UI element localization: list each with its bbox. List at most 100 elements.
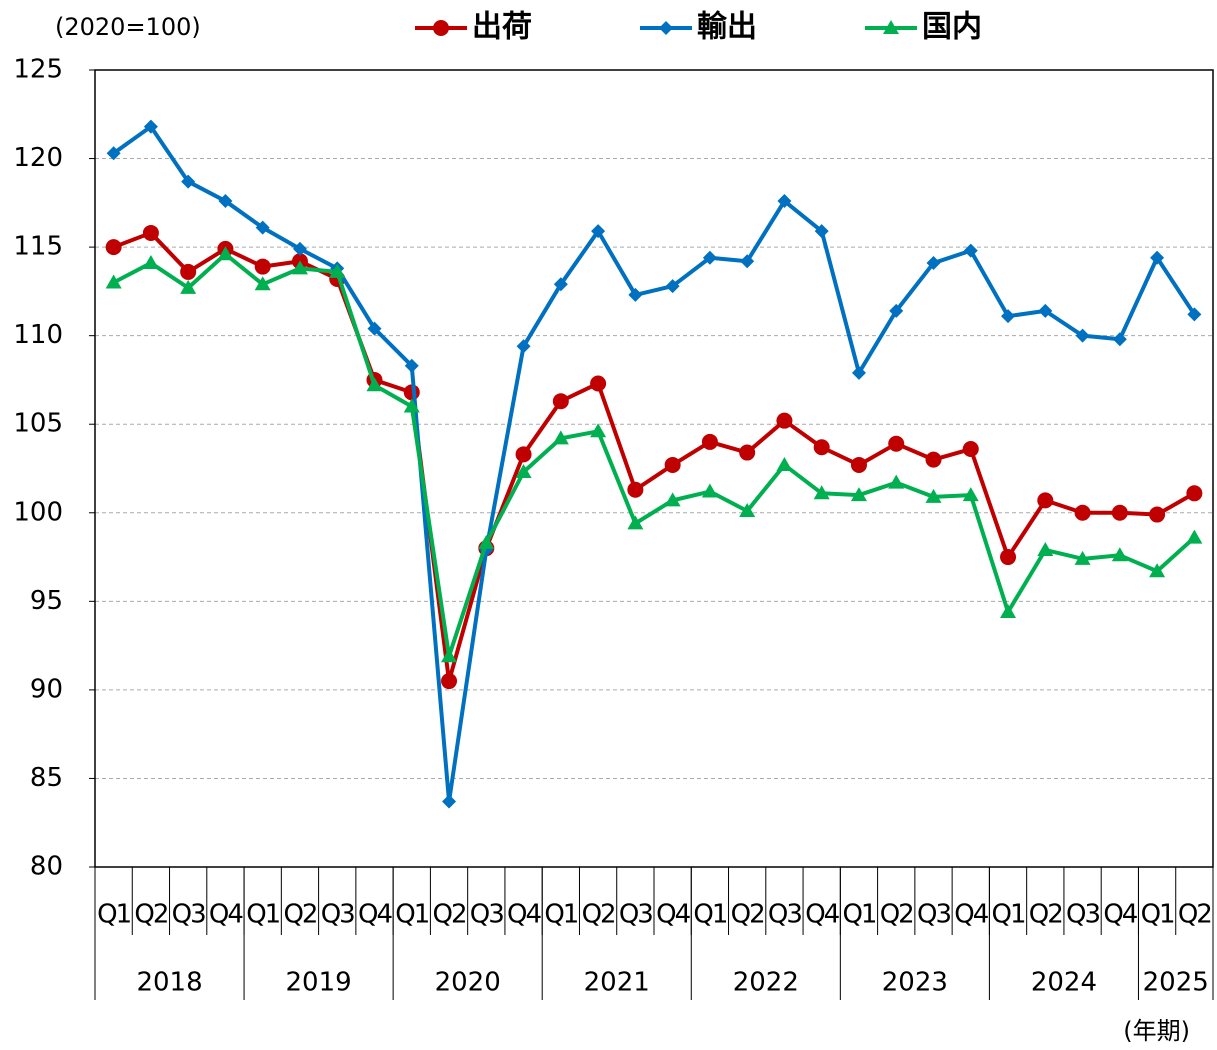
x-tick-label: Q3 xyxy=(619,900,652,930)
marker xyxy=(740,254,755,269)
marker xyxy=(1112,332,1127,347)
x-tick-label: Q3 xyxy=(321,900,354,930)
marker xyxy=(813,439,830,456)
year-label: 2022 xyxy=(733,968,799,998)
marker xyxy=(1187,307,1202,322)
marker xyxy=(659,21,673,35)
marker xyxy=(1075,328,1090,343)
x-tick-label: Q2 xyxy=(582,900,615,930)
marker xyxy=(590,423,607,438)
marker xyxy=(366,377,383,392)
marker xyxy=(701,433,718,450)
x-tick-label: Q4 xyxy=(209,900,243,930)
marker xyxy=(1150,250,1165,265)
marker xyxy=(777,194,792,209)
year-label: 2021 xyxy=(584,968,650,998)
x-tick-label: Q3 xyxy=(1066,900,1099,930)
marker xyxy=(516,339,531,354)
marker xyxy=(180,279,197,294)
marker xyxy=(218,194,233,209)
year-label: 2024 xyxy=(1031,968,1097,998)
marker xyxy=(664,492,681,507)
y-tick-label: 115 xyxy=(13,232,63,262)
y-tick-label: 90 xyxy=(30,674,63,704)
marker xyxy=(433,20,449,36)
marker xyxy=(105,239,122,256)
marker xyxy=(1038,303,1053,318)
year-label: 2018 xyxy=(136,968,202,998)
x-tick-label: Q4 xyxy=(805,900,839,930)
marker xyxy=(776,456,793,471)
marker xyxy=(291,260,308,275)
y-tick-label: 80 xyxy=(30,852,63,882)
marker xyxy=(702,250,717,265)
x-tick-label: Q1 xyxy=(693,900,726,930)
marker xyxy=(552,393,569,410)
x-tick-label: Q2 xyxy=(134,900,167,930)
year-label: 2023 xyxy=(882,968,948,998)
marker xyxy=(217,246,234,261)
series-line xyxy=(112,252,1196,659)
marker xyxy=(1186,485,1203,502)
x-tick-label: Q3 xyxy=(172,900,205,930)
marker xyxy=(143,119,158,134)
x-tick-label: Q1 xyxy=(842,900,875,930)
y-tick-label: 105 xyxy=(13,409,63,439)
marker xyxy=(105,274,122,289)
marker xyxy=(404,358,419,373)
x-tick-label: Q3 xyxy=(768,900,801,930)
y-unit-label: (2020=100) xyxy=(55,13,201,41)
year-label: 2019 xyxy=(286,968,352,998)
x-tick-label: Q4 xyxy=(1103,900,1137,930)
marker xyxy=(1074,504,1091,521)
marker xyxy=(1149,506,1166,523)
marker xyxy=(850,456,867,473)
x-tick-label: Q4 xyxy=(656,900,690,930)
marker xyxy=(478,534,495,549)
marker xyxy=(552,430,569,445)
marker xyxy=(590,375,607,392)
marker xyxy=(1149,563,1166,578)
marker xyxy=(776,412,793,429)
year-label: 2020 xyxy=(435,968,501,998)
x-tick-label: Q2 xyxy=(433,900,466,930)
marker xyxy=(628,287,643,302)
marker xyxy=(441,648,458,663)
marker xyxy=(1037,541,1054,556)
marker xyxy=(926,256,941,271)
marker xyxy=(1000,549,1017,566)
marker xyxy=(180,263,197,280)
x-tick-label: Q1 xyxy=(1141,900,1174,930)
marker xyxy=(963,243,978,258)
series-line xyxy=(112,230,1196,684)
marker xyxy=(441,673,458,690)
x-tick-label: Q4 xyxy=(358,900,392,930)
marker xyxy=(442,794,457,809)
marker xyxy=(888,435,905,452)
marker xyxy=(181,174,196,189)
x-tick-label: Q2 xyxy=(1029,900,1062,930)
marker xyxy=(851,365,866,380)
marker xyxy=(254,258,271,275)
marker xyxy=(883,20,899,34)
y-tick-label: 110 xyxy=(13,320,63,350)
x-tick-label: Q1 xyxy=(395,900,428,930)
marker xyxy=(664,456,681,473)
y-tick-label: 95 xyxy=(30,586,63,616)
x-tick-label: Q1 xyxy=(992,900,1025,930)
marker xyxy=(142,255,159,270)
marker xyxy=(515,464,532,479)
marker xyxy=(142,224,159,241)
legend-label: 輸出 xyxy=(697,10,757,45)
marker xyxy=(889,303,904,318)
x-tick-label: Q1 xyxy=(544,900,577,930)
plot-border xyxy=(94,69,1214,868)
x-tick-label: Q2 xyxy=(1178,900,1211,930)
x-tick-label: Q4 xyxy=(507,900,541,930)
marker xyxy=(591,224,606,239)
marker xyxy=(1074,550,1091,565)
x-tick-label: Q2 xyxy=(880,900,913,930)
marker xyxy=(292,241,307,256)
y-tick-label: 100 xyxy=(13,497,63,527)
